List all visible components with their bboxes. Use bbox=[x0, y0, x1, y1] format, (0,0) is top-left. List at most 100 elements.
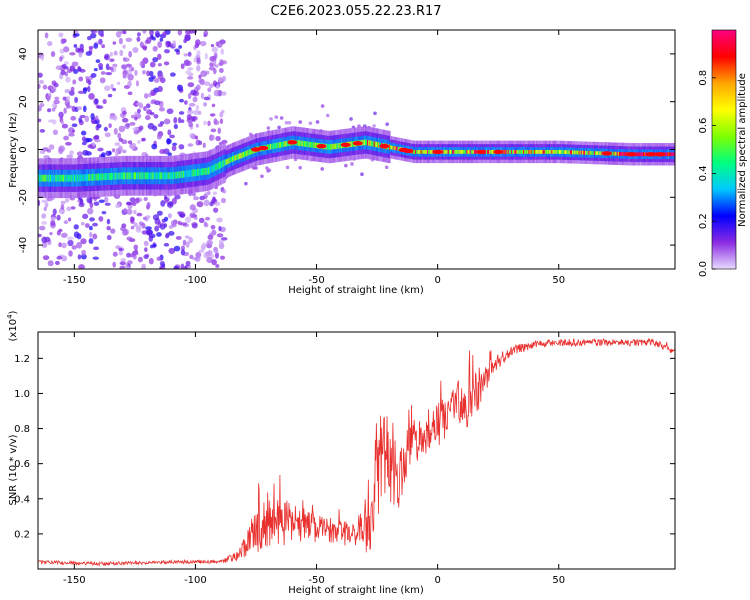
spectrogram-cell bbox=[578, 150, 581, 155]
spectrogram-speckle bbox=[85, 78, 90, 84]
spectrogram-speckle bbox=[298, 165, 302, 170]
spectrogram-speckle bbox=[163, 223, 168, 228]
spectrogram-cell bbox=[187, 170, 190, 178]
spectrogram-cell bbox=[72, 174, 75, 182]
spectrogram-speckle bbox=[88, 92, 95, 100]
spectrogram-speckle bbox=[130, 144, 135, 150]
spectrogram-cell bbox=[671, 152, 673, 157]
spectrogram-cell bbox=[208, 167, 210, 175]
spectrogram-speckle bbox=[92, 256, 99, 260]
spectrogram-speckle bbox=[141, 222, 146, 229]
spectrogram-speckle bbox=[110, 67, 114, 73]
spectrogram-cell bbox=[423, 149, 426, 154]
spectrogram-cell bbox=[363, 139, 366, 146]
spectrogram-speckle bbox=[213, 52, 218, 59]
spectrogram-speckle bbox=[184, 100, 188, 105]
spectrogram-speckle bbox=[159, 149, 166, 155]
spectrogram-speckle bbox=[63, 107, 67, 114]
spectrogram-peak bbox=[340, 142, 351, 148]
spectrogram-cell bbox=[416, 149, 418, 154]
spectrogram-speckle bbox=[183, 265, 188, 269]
spectrogram-cell bbox=[392, 145, 394, 150]
spectrogram-cell bbox=[48, 174, 51, 182]
spectrogram-speckle bbox=[105, 71, 113, 76]
spectrogram-cell bbox=[368, 140, 370, 146]
spectrogram-speckle bbox=[127, 80, 132, 88]
spectrogram-speckle bbox=[141, 263, 147, 269]
spectrogram-speckle bbox=[141, 137, 146, 142]
spectrogram-cell bbox=[638, 152, 641, 157]
spectrogram-cell bbox=[485, 149, 488, 154]
spectrogram-speckle bbox=[78, 76, 84, 82]
spectrogram-speckle bbox=[204, 81, 211, 86]
spectrogram-cell bbox=[191, 169, 194, 177]
spectrogram-speckle bbox=[186, 76, 194, 80]
spectrogram-speckle bbox=[178, 144, 185, 150]
spectrogram-speckle bbox=[196, 57, 201, 63]
spectrogram-cell bbox=[194, 169, 197, 177]
spectrogram-cell bbox=[556, 149, 559, 154]
spectrogram-cell bbox=[503, 149, 506, 154]
spectrogram-cell bbox=[312, 142, 315, 148]
spectrogram-cell bbox=[182, 170, 185, 178]
spectrogram-cell bbox=[121, 172, 124, 180]
spectrogram-speckle bbox=[93, 42, 99, 49]
spectrogram-cell bbox=[442, 149, 445, 154]
spectrogram-cell bbox=[229, 157, 232, 163]
spectrogram-cell bbox=[616, 151, 619, 156]
spectrogram-speckle bbox=[209, 83, 214, 89]
spectrogram-speckle bbox=[120, 258, 126, 263]
snr-ytick-label: 1.0 bbox=[14, 389, 30, 400]
spectrogram-cell bbox=[238, 153, 241, 160]
spectrogram-speckle bbox=[92, 233, 98, 240]
snr-frame bbox=[37, 331, 676, 570]
spectrogram-speckle bbox=[219, 118, 224, 125]
spectrogram-cell bbox=[189, 169, 192, 177]
snr-xtick-label: 50 bbox=[552, 575, 565, 586]
spectrogram-cell bbox=[447, 149, 450, 154]
spectrogram-cell bbox=[211, 165, 213, 173]
spectrogram-speckle bbox=[121, 64, 128, 71]
spectrogram-cell bbox=[364, 139, 367, 146]
spectrogram-cell bbox=[414, 149, 416, 154]
spectrogram-cell bbox=[305, 141, 307, 147]
spectrogram-cell bbox=[555, 149, 558, 154]
spectrogram-speckle bbox=[173, 124, 178, 130]
spectrogram-speckle bbox=[287, 120, 292, 125]
spectrogram-speckle bbox=[185, 60, 192, 66]
spectrogram-cell bbox=[271, 143, 273, 150]
spectrogram-speckle bbox=[90, 32, 97, 39]
spectrogram-speckle bbox=[244, 181, 248, 186]
spectrogram-speckle bbox=[106, 234, 112, 241]
spectrogram-cell bbox=[102, 173, 104, 181]
spectrogram-speckle bbox=[135, 226, 142, 233]
spectrogram-speckle bbox=[198, 217, 205, 224]
spectrogram-cell bbox=[557, 149, 560, 154]
spectrogram-speckle bbox=[168, 247, 176, 255]
spectrogram-speckle bbox=[204, 192, 211, 196]
spectrogram-speckle bbox=[167, 41, 171, 47]
spectrogram-speckle bbox=[106, 218, 111, 225]
spectrogram-speckle bbox=[157, 53, 162, 60]
spectrogram-cell bbox=[585, 150, 587, 155]
spectrogram-speckle bbox=[167, 152, 173, 157]
spectrogram-speckle bbox=[60, 120, 65, 125]
spectrogram-speckle bbox=[46, 95, 50, 102]
spectrogram-speckle bbox=[112, 251, 118, 257]
spectrogram-speckle bbox=[193, 196, 199, 201]
spectrogram-cell bbox=[301, 140, 304, 147]
spectrogram-cell bbox=[184, 170, 186, 178]
spectrogram-speckle bbox=[189, 204, 196, 211]
spectrogram-cell bbox=[249, 149, 252, 155]
spectrogram-cell bbox=[338, 142, 341, 149]
spectrogram-cell bbox=[277, 142, 280, 148]
spectrogram-cell bbox=[526, 149, 528, 154]
spectrogram-speckle bbox=[198, 140, 203, 146]
spectrogram-speckle bbox=[210, 128, 217, 133]
spectrogram-cell bbox=[82, 174, 85, 182]
spectrogram-xtick-label: 0 bbox=[434, 275, 440, 286]
spectrogram-cell bbox=[143, 172, 146, 180]
spectrogram-speckle bbox=[73, 44, 78, 48]
spectrogram-speckle bbox=[122, 69, 128, 75]
spectrogram-speckle bbox=[69, 150, 74, 156]
